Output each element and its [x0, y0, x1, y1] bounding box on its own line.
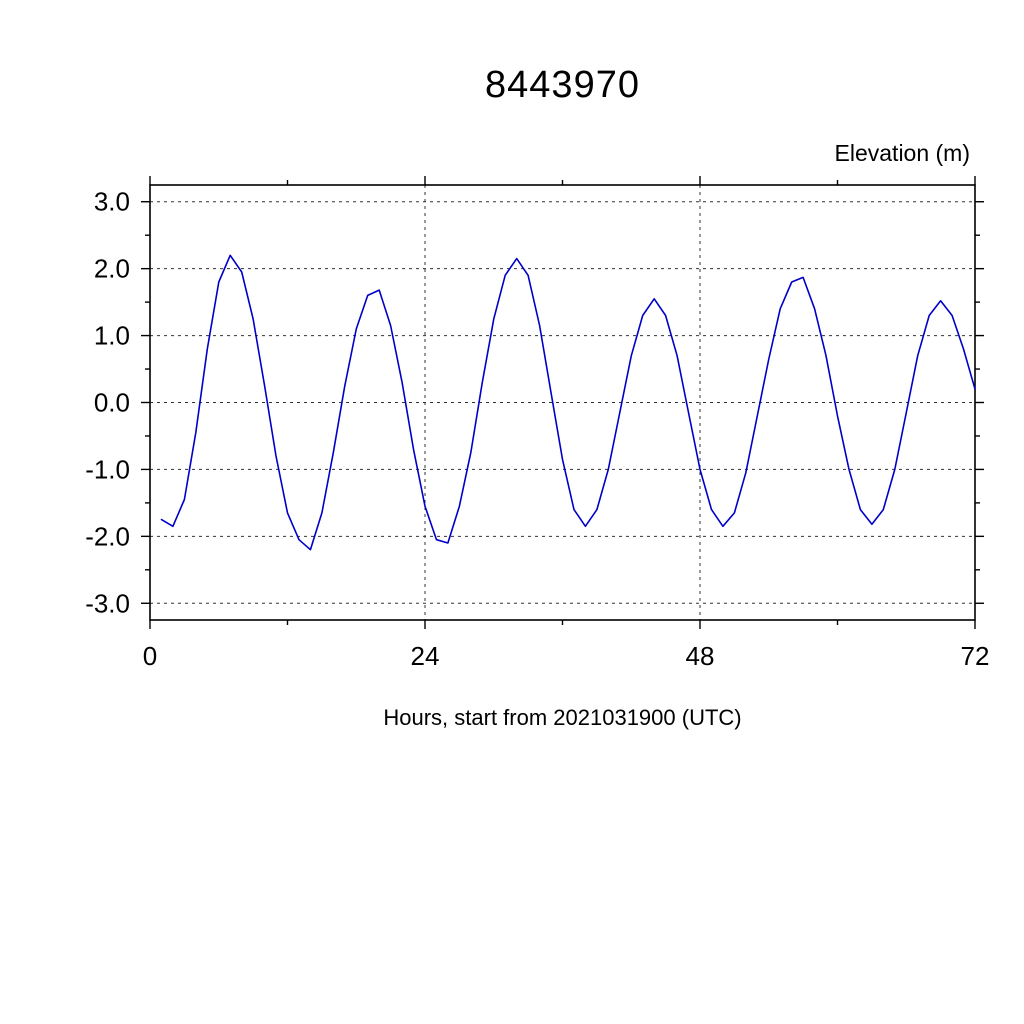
y-tick-label: 3.0 — [94, 187, 130, 217]
x-axis-title-hours: Hours, start from 2021031900 (UTC) — [383, 705, 742, 730]
y-tick-label: 2.0 — [94, 254, 130, 284]
y-tick-label: 0.0 — [94, 388, 130, 418]
y-tick-label: -1.0 — [85, 454, 130, 484]
y-tick-label: -2.0 — [85, 521, 130, 551]
tide-elevation-line — [160, 254, 976, 551]
x-tick-label: 72 — [961, 641, 990, 671]
x-tick-label: 48 — [686, 641, 715, 671]
y-tick-label: -3.0 — [85, 588, 130, 618]
y-axis-title-elevation: Elevation (m) — [834, 140, 970, 166]
chart-title-station-id: 8443970 — [485, 64, 640, 106]
y-tick-label: 1.0 — [94, 321, 130, 351]
x-tick-label: 0 — [143, 641, 157, 671]
x-tick-label: 24 — [411, 641, 440, 671]
